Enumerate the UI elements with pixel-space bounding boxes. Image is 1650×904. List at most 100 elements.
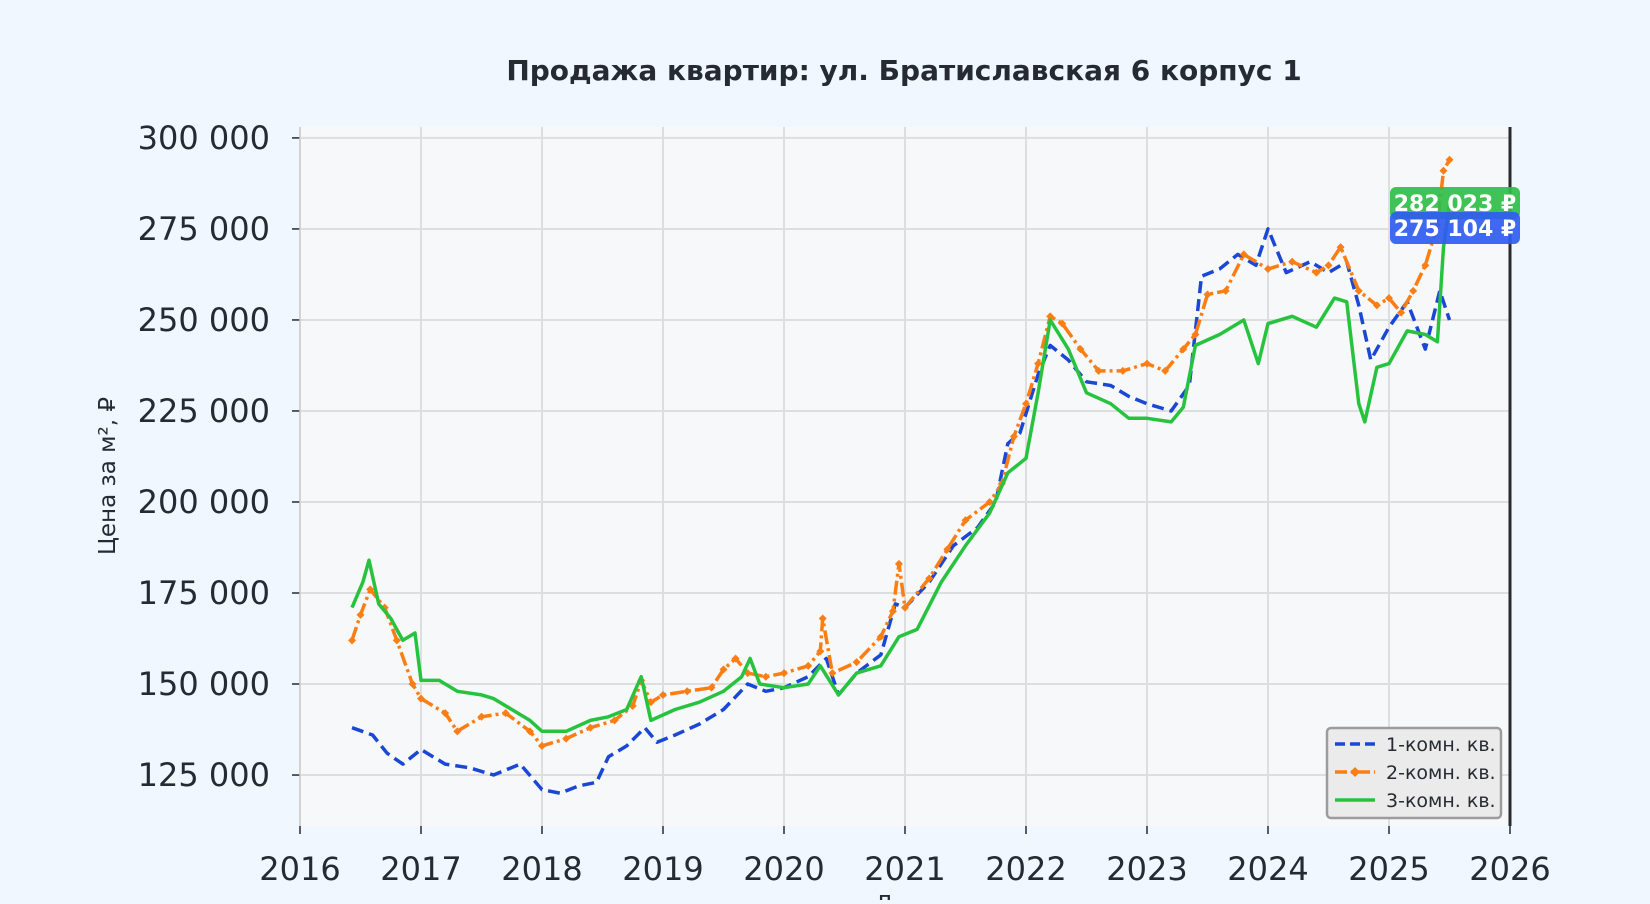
series-2-marker xyxy=(1203,290,1212,299)
series-2-marker xyxy=(1009,432,1018,441)
series-2-marker xyxy=(828,669,837,678)
series-2-marker xyxy=(1312,268,1321,277)
series-2-marker xyxy=(1288,257,1297,266)
series-line-2 xyxy=(350,158,1452,748)
series-2-marker xyxy=(1179,345,1188,354)
series-2-marker xyxy=(477,712,486,721)
series-2-marker xyxy=(894,559,903,568)
series-2-marker xyxy=(876,632,885,641)
x-tick-label: 2024 xyxy=(1227,850,1308,888)
y-axis-label: Цена за м², ₽ xyxy=(95,397,121,555)
series-2-marker xyxy=(818,614,827,623)
series-2-marker xyxy=(888,607,897,616)
y-tick-label: 275 000 xyxy=(138,210,270,248)
series-2-marker xyxy=(1022,399,1030,408)
series-2-marker xyxy=(1076,345,1085,354)
series-2-marker xyxy=(761,672,770,681)
series-2-marker xyxy=(925,574,934,583)
axes: 2016 2017 2018 2019 2020 2021 2022 2023 2024 2025… xyxy=(138,119,1551,888)
series-2-marker xyxy=(901,603,909,612)
x-axis-label: Д xyxy=(875,892,893,900)
y-tick-label: 225 000 xyxy=(138,392,270,430)
x-tick-label: 2022 xyxy=(985,850,1066,888)
series-lines xyxy=(348,155,1454,795)
series-2-marker xyxy=(1143,359,1151,368)
series-2-marker xyxy=(852,658,861,667)
series-2-marker xyxy=(780,669,788,678)
series-2-marker xyxy=(356,610,365,619)
series-2-marker xyxy=(453,727,462,736)
value-badge-label: 275 104 ₽ xyxy=(1394,217,1516,242)
legend-label-2: 2-комн. кв. xyxy=(1386,762,1496,784)
series-2-marker xyxy=(562,734,571,743)
series-2-marker xyxy=(1421,261,1430,270)
legend-box xyxy=(1325,726,1503,820)
series-2-marker xyxy=(1445,155,1454,164)
x-tick-label: 2020 xyxy=(743,850,824,888)
y-tick-label: 250 000 xyxy=(138,301,270,339)
series-2-marker xyxy=(408,680,417,689)
series-2-marker xyxy=(525,727,534,736)
series-2-marker xyxy=(538,741,546,750)
series-2-marker xyxy=(816,647,825,656)
x-tick-label: 2019 xyxy=(622,850,703,888)
series-2-marker xyxy=(1397,308,1406,317)
series-2-marker xyxy=(586,723,595,732)
x-tick-label: 2023 xyxy=(1106,850,1187,888)
series-line-3 xyxy=(350,203,1452,734)
series-2-marker xyxy=(1034,359,1043,368)
value-badges: 282 023 ₽275 104 ₽ xyxy=(1390,187,1520,244)
series-2-marker xyxy=(1046,312,1055,321)
series-2-marker xyxy=(1094,366,1103,375)
series-2-marker xyxy=(804,661,813,670)
series-2-marker xyxy=(1239,250,1248,259)
x-tick-label: 2018 xyxy=(501,850,582,888)
series-2-marker xyxy=(610,716,619,725)
series-2-marker xyxy=(985,497,994,506)
series-2-marker xyxy=(1264,264,1272,273)
x-tick-label: 2026 xyxy=(1469,850,1550,888)
series-2-marker xyxy=(1409,286,1418,295)
y-tick-label: 175 000 xyxy=(138,574,270,612)
series-2-marker xyxy=(441,709,450,718)
series-2-marker xyxy=(961,516,970,525)
series-line-1 xyxy=(351,227,1452,795)
chart-title: Продажа квартир: ул. Братиславская 6 кор… xyxy=(506,54,1301,87)
x-tick-label: 2021 xyxy=(864,850,945,888)
value-badge: 275 104 ₽ xyxy=(1390,212,1520,244)
y-tick-label: 125 000 xyxy=(138,756,270,794)
series-2-marker xyxy=(1161,366,1170,375)
series-2-marker xyxy=(417,694,425,703)
series-2-marker xyxy=(366,585,375,594)
series-2-marker xyxy=(1324,261,1333,270)
series-2-marker xyxy=(392,636,401,645)
value-badge-bg xyxy=(1390,212,1520,244)
legend-label-3: 3-комн. кв. xyxy=(1386,790,1496,812)
series-2-marker xyxy=(1191,330,1200,339)
y-tick-label: 300 000 xyxy=(138,119,270,157)
x-tick-label: 2016 xyxy=(259,850,340,888)
series-2-marker xyxy=(1439,166,1448,175)
series-2-marker xyxy=(659,690,667,699)
series-2-marker xyxy=(1221,286,1230,295)
value-badge-bg xyxy=(1390,187,1520,219)
series-2-marker xyxy=(501,709,510,718)
y-tick-label: 150 000 xyxy=(138,665,270,703)
x-tick-label: 2017 xyxy=(380,850,461,888)
series-2-marker xyxy=(1372,301,1381,310)
legend-label-1: 1-комн. кв. xyxy=(1386,734,1496,756)
series-2-marker xyxy=(1118,366,1127,375)
series-2-marker xyxy=(1354,286,1363,295)
series-2-marker xyxy=(731,654,740,663)
series-2-marker xyxy=(1058,319,1067,328)
y-tick-label: 200 000 xyxy=(138,483,270,521)
legend-marker xyxy=(1350,767,1360,777)
series-2-marker xyxy=(1385,294,1393,303)
series-2-marker xyxy=(348,636,357,645)
series-2-marker xyxy=(683,687,692,696)
series-2-marker xyxy=(707,683,716,692)
x-tick-label: 2025 xyxy=(1348,850,1429,888)
series-2-marker xyxy=(1336,243,1345,252)
